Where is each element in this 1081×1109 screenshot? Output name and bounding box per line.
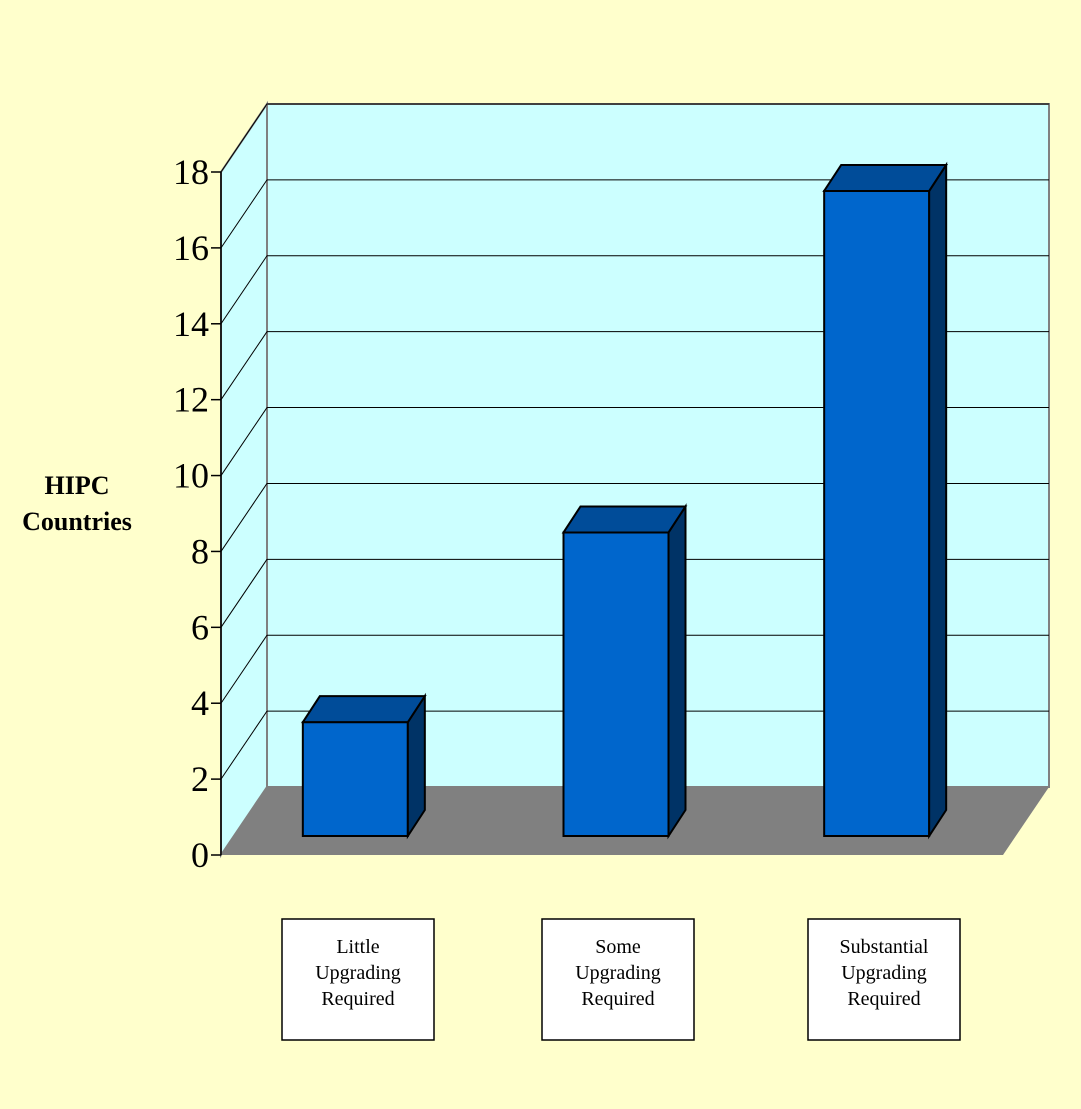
side-gridline bbox=[220, 103, 268, 173]
category-label-box bbox=[541, 918, 695, 1041]
side-gridline bbox=[220, 331, 268, 400]
bar-side bbox=[928, 161, 948, 840]
x-tick-label: Substantial bbox=[840, 936, 929, 958]
y-tick-label: 6 bbox=[191, 607, 209, 647]
y-tick-label: 2 bbox=[191, 759, 209, 799]
x-tick-label: Little bbox=[336, 936, 379, 958]
side-gridline bbox=[220, 559, 268, 628]
bar-top bbox=[822, 163, 949, 192]
y-tick-label: 0 bbox=[191, 835, 209, 875]
x-tick-label: Some bbox=[595, 936, 641, 958]
side-gridline bbox=[220, 179, 268, 249]
x-tick-label: Required bbox=[321, 988, 394, 1010]
bar[interactable] bbox=[823, 189, 931, 837]
y-tick-label: 12 bbox=[173, 380, 209, 420]
side-gridline bbox=[220, 407, 268, 476]
y-tick-label: 8 bbox=[191, 531, 209, 571]
x-tick-label: Upgrading bbox=[315, 962, 401, 984]
y-tick-label: 14 bbox=[173, 304, 209, 344]
bar-top bbox=[300, 695, 427, 724]
side-gridline bbox=[220, 710, 268, 780]
x-tick-label: Required bbox=[581, 988, 654, 1010]
bar-side bbox=[667, 503, 687, 840]
y-tick-label: 16 bbox=[173, 228, 209, 268]
side-wall bbox=[220, 100, 268, 859]
y-axis-label: Countries bbox=[22, 507, 132, 536]
y-tick-label: 18 bbox=[173, 152, 209, 192]
side-gridline bbox=[220, 634, 268, 704]
x-tick-label: Required bbox=[847, 988, 920, 1010]
y-tick-label: 4 bbox=[191, 683, 209, 723]
side-gridline bbox=[220, 483, 268, 552]
category-label-box bbox=[807, 918, 961, 1041]
x-tick-label: Upgrading bbox=[575, 962, 661, 984]
y-tick-label: 10 bbox=[173, 456, 209, 496]
bar[interactable] bbox=[562, 531, 670, 837]
side-gridline bbox=[220, 255, 268, 325]
y-axis-label: HIPC bbox=[45, 471, 110, 500]
x-tick-label: Upgrading bbox=[841, 962, 927, 984]
category-label-box bbox=[281, 918, 435, 1041]
bar-top bbox=[561, 505, 688, 534]
bar[interactable] bbox=[301, 721, 409, 838]
